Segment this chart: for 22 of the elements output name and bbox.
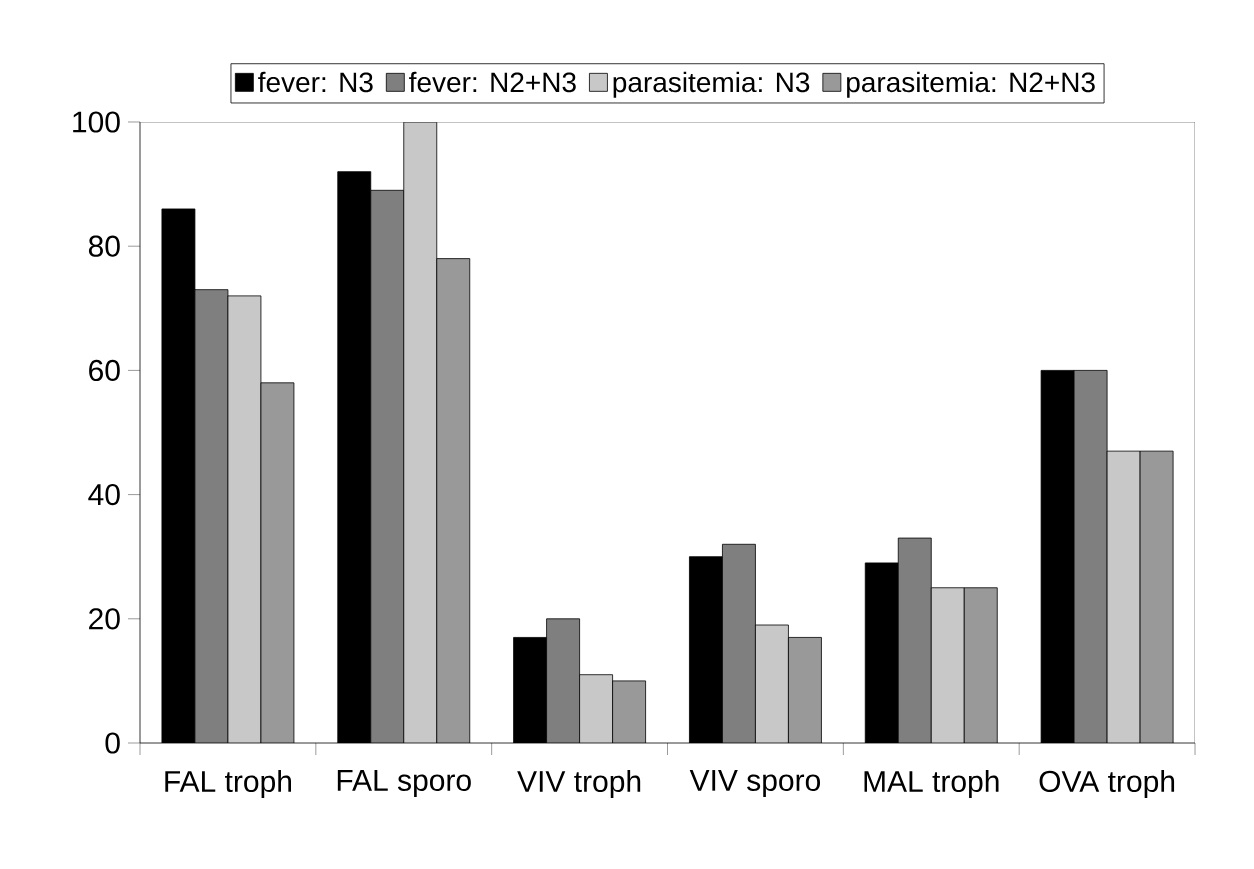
x-tick-label: OVA troph (1039, 770, 1175, 798)
bar (370, 190, 404, 743)
x-tick-label: FAL sporo (337, 770, 471, 797)
x-tick-label: VIV sporo (689, 770, 821, 797)
x-tick-label: FAL troph (165, 770, 291, 798)
y-tick-label: 60 (89, 359, 120, 382)
legend-label: parasitemia: N2+N3 (847, 71, 1095, 98)
y-tick-label: 40 (88, 483, 120, 506)
legend-label: fever: N2+N3 (409, 71, 576, 93)
legend-label: fever: N3 (258, 71, 373, 93)
y-tick-label: 80 (88, 235, 120, 257)
bar (194, 289, 228, 743)
y-tick-label: 20 (89, 608, 120, 630)
bar (546, 618, 580, 743)
legend-label: parasitemia: N3 (613, 71, 810, 98)
bar (898, 538, 932, 743)
x-tick-label: VIV troph (517, 770, 641, 798)
x-tick-label: MAL troph (864, 770, 999, 798)
bar (1073, 370, 1108, 743)
y-tick-label: 100 (73, 111, 120, 133)
bar (722, 544, 756, 743)
y-tick-label: 0 (105, 732, 120, 754)
